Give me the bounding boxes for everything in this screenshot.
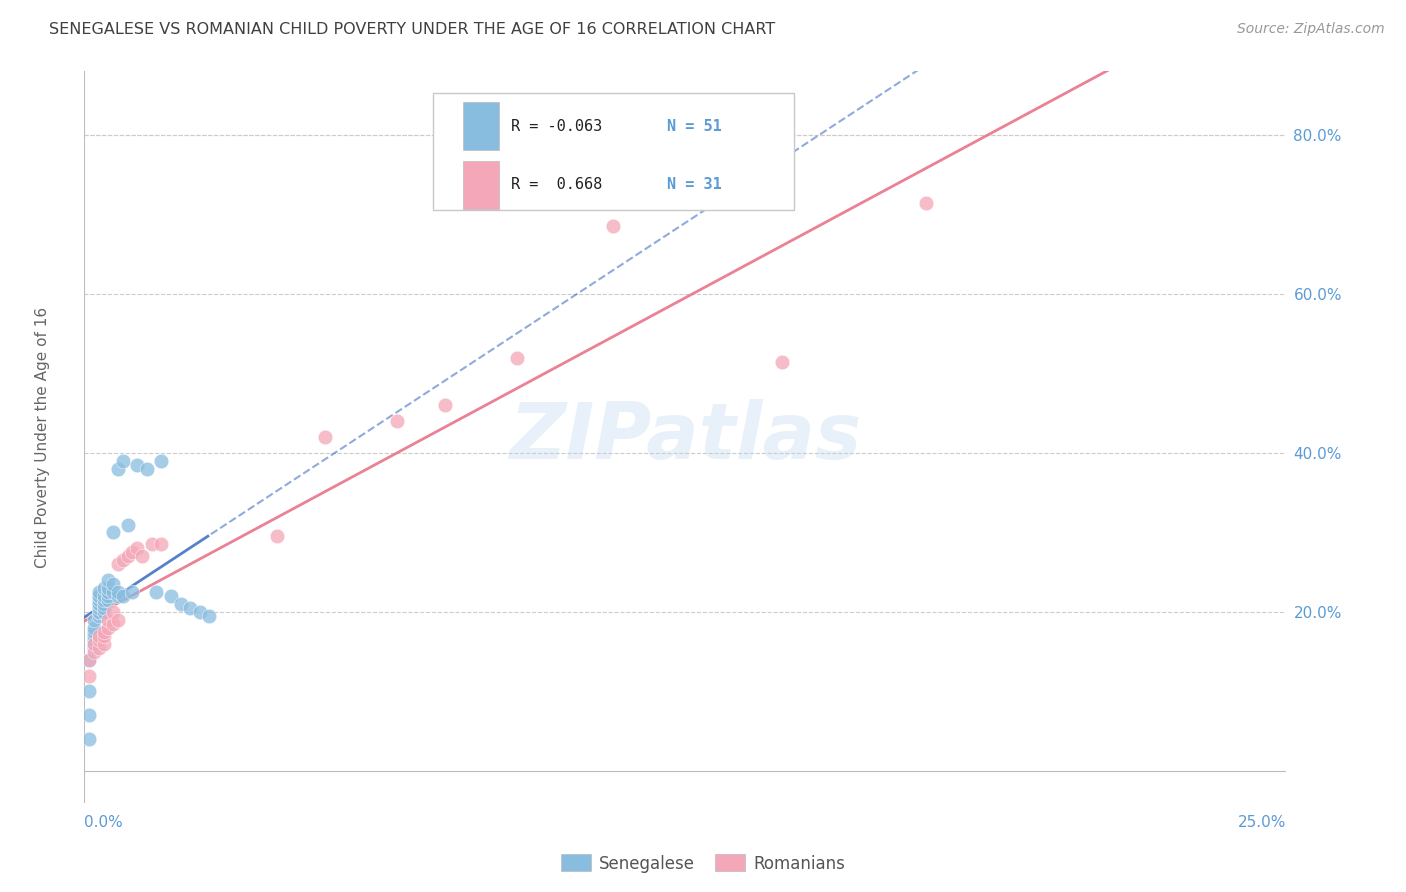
Legend: Senegalese, Romanians: Senegalese, Romanians (554, 847, 852, 880)
Point (87, 589, 110, 603)
Point (87, 585, 110, 599)
Point (121, 545, 143, 559)
Point (107, 462, 129, 476)
Point (83, 632, 105, 647)
Point (107, 613, 129, 627)
Bar (463, 103, 499, 150)
Point (87, 597, 110, 611)
Point (83, 624, 105, 639)
Text: N = 31: N = 31 (668, 178, 723, 193)
Point (97, 581, 120, 595)
Point (188, 605, 211, 619)
Point (434, 398, 457, 412)
Text: Source: ZipAtlas.com: Source: ZipAtlas.com (1237, 22, 1385, 37)
Point (83, 637, 105, 651)
Point (160, 589, 183, 603)
Point (87, 605, 110, 619)
Point (93, 605, 115, 619)
Point (87, 601, 110, 615)
Point (107, 585, 129, 599)
Point (83, 629, 105, 643)
Point (93, 597, 115, 611)
Point (87, 632, 110, 647)
Point (770, 354, 793, 368)
Point (150, 454, 173, 468)
Point (83, 621, 105, 635)
Point (87, 629, 110, 643)
Point (77, 708, 100, 723)
Point (117, 517, 139, 532)
Point (141, 537, 163, 551)
Point (266, 529, 288, 543)
Point (87, 589, 110, 603)
Point (93, 581, 115, 595)
Point (77, 684, 100, 698)
Point (77, 653, 100, 667)
Point (77, 653, 100, 667)
Point (179, 601, 201, 615)
Text: N = 51: N = 51 (668, 119, 723, 134)
FancyBboxPatch shape (433, 94, 793, 211)
Point (107, 589, 129, 603)
Point (127, 458, 149, 472)
Point (93, 601, 115, 615)
Point (135, 462, 157, 476)
Bar (463, 161, 499, 209)
Point (103, 585, 125, 599)
Text: Child Poverty Under the Age of 16: Child Poverty Under the Age of 16 (35, 307, 49, 567)
Text: 25.0%: 25.0% (1239, 814, 1286, 830)
Point (83, 613, 105, 627)
Point (111, 589, 134, 603)
Text: ZIPatlas: ZIPatlas (509, 399, 862, 475)
Point (111, 454, 134, 468)
Point (87, 640, 110, 655)
Point (915, 195, 938, 210)
Point (97, 621, 120, 635)
Point (127, 541, 149, 556)
Point (506, 351, 529, 365)
Point (145, 585, 167, 599)
Point (150, 537, 173, 551)
Point (97, 613, 120, 627)
Point (83, 645, 105, 659)
Text: R = -0.063: R = -0.063 (512, 119, 602, 134)
Point (602, 219, 624, 234)
Point (97, 593, 120, 607)
Point (107, 558, 129, 572)
Point (87, 597, 110, 611)
Point (169, 597, 191, 611)
Point (93, 593, 115, 607)
Point (77, 668, 100, 682)
Point (198, 609, 221, 624)
Point (93, 637, 115, 651)
Point (97, 585, 120, 599)
Point (103, 616, 125, 631)
Point (87, 593, 110, 607)
Point (97, 589, 120, 603)
Point (93, 624, 115, 639)
Point (314, 430, 336, 444)
Point (77, 732, 100, 747)
Point (97, 573, 120, 587)
Point (121, 585, 143, 599)
Point (93, 589, 115, 603)
Point (83, 637, 105, 651)
Point (87, 605, 110, 619)
Point (93, 629, 115, 643)
Point (111, 553, 134, 567)
Point (131, 549, 153, 564)
Point (103, 577, 125, 591)
Text: SENEGALESE VS ROMANIAN CHILD POVERTY UNDER THE AGE OF 16 CORRELATION CHART: SENEGALESE VS ROMANIAN CHILD POVERTY UND… (49, 22, 776, 37)
Text: R =  0.668: R = 0.668 (512, 178, 602, 193)
Point (117, 549, 139, 564)
Point (83, 640, 105, 655)
Point (87, 609, 110, 624)
Point (103, 605, 125, 619)
Point (385, 414, 408, 428)
Text: 0.0%: 0.0% (84, 814, 124, 830)
Point (103, 525, 125, 540)
